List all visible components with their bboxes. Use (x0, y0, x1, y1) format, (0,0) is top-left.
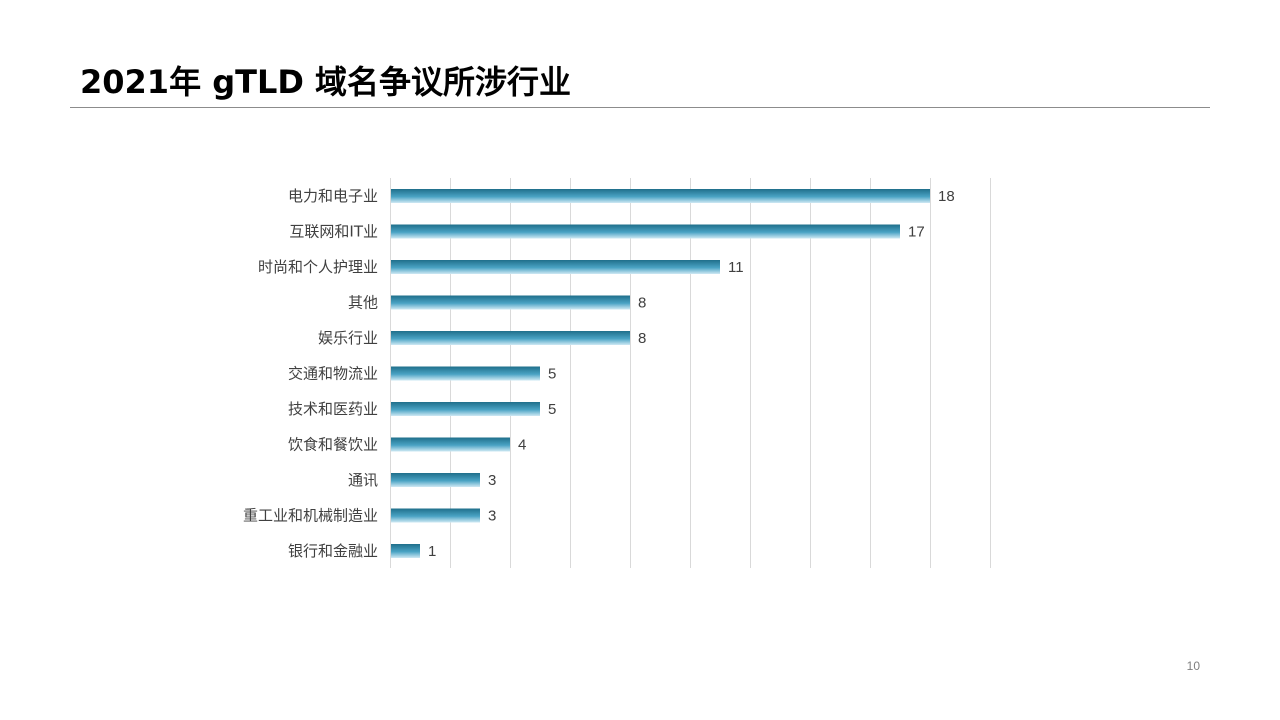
category-label: 银行和金融业 (288, 542, 378, 560)
chart-labels: 电力和电子业 18 互联网和IT业 17 时尚和个人护理业 11 其他 8 娱乐行业 8 交通和物流… (243, 187, 955, 560)
data-label: 5 (548, 401, 556, 418)
bar (391, 437, 510, 452)
category-label: 娱乐行业 (318, 329, 378, 347)
slide-title: 2021年 gTLD 域名争议所涉行业 (80, 63, 572, 101)
data-label: 1 (428, 543, 436, 560)
data-label: 4 (518, 437, 526, 454)
category-label: 饮食和餐饮业 (288, 436, 378, 454)
bar (391, 473, 480, 487)
category-label: 互联网和IT业 (289, 223, 378, 241)
bar (391, 544, 420, 558)
title-divider (70, 107, 1210, 108)
data-label: 18 (938, 188, 955, 205)
bar (391, 224, 900, 239)
category-label: 技术和医药业 (288, 400, 378, 418)
bar (391, 366, 540, 381)
chart-gridlines (390, 178, 991, 568)
category-label: 时尚和个人护理业 (258, 258, 378, 276)
category-label: 电力和电子业 (288, 187, 378, 205)
data-label: 8 (638, 330, 646, 347)
data-label: 3 (488, 472, 496, 489)
bar (391, 508, 480, 523)
category-label: 其他 (348, 294, 378, 312)
category-label: 通讯 (348, 471, 378, 489)
data-label: 5 (548, 366, 556, 383)
bar (391, 331, 630, 345)
bar (391, 402, 540, 416)
bar (391, 295, 630, 310)
bar (391, 260, 720, 274)
data-label: 8 (638, 295, 646, 312)
data-label: 3 (488, 508, 496, 525)
category-label: 重工业和机械制造业 (243, 507, 378, 525)
bar (391, 189, 930, 203)
page-number: 10 (1186, 659, 1200, 673)
chart-bars (391, 189, 930, 558)
category-label: 交通和物流业 (288, 365, 378, 383)
data-label: 17 (908, 224, 925, 241)
data-label: 11 (728, 259, 744, 276)
